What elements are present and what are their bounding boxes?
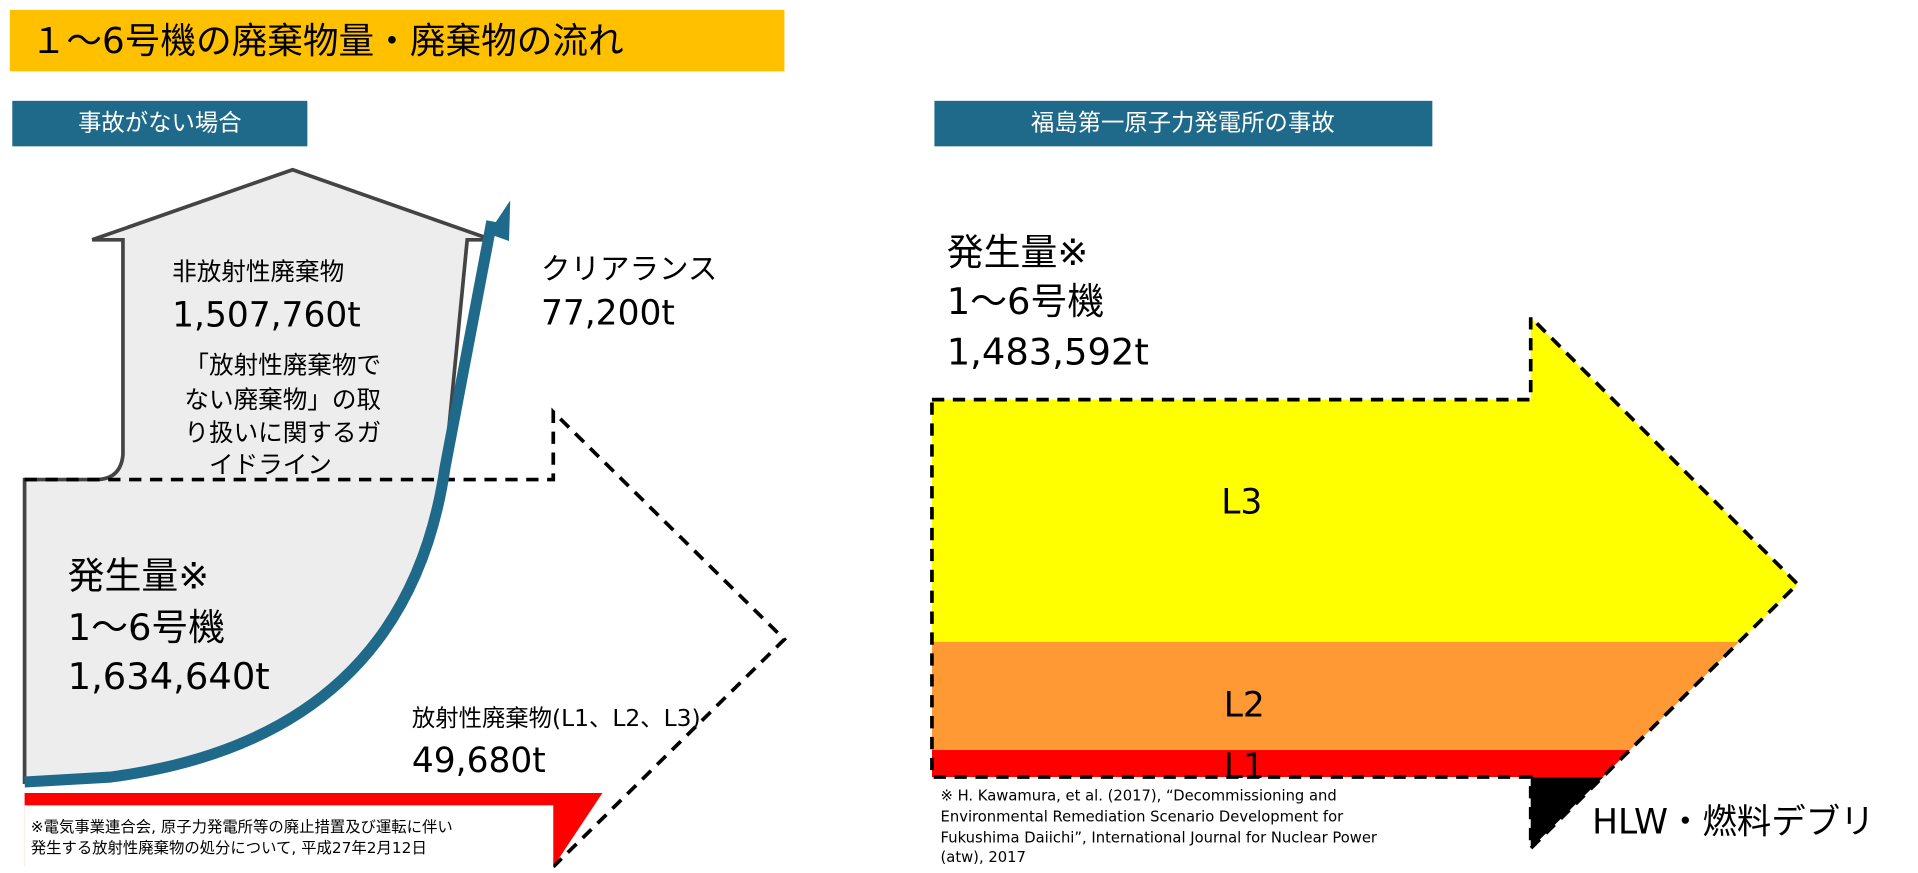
section-heading-bar (12, 100, 308, 147)
clearance-arrow (24, 220, 498, 788)
label: 放射性廃棄物(L1、L2、L3) (412, 704, 701, 732)
amount: 77,200t (541, 293, 675, 333)
guideline: 「放射性廃棄物で (184, 350, 381, 379)
waste-flow-outline (24, 407, 788, 869)
note: 発生する放射性廃棄物の処分について, 平成27年2月12日 (31, 839, 427, 857)
amount: 1,507,760t (172, 296, 361, 336)
section-heading: 福島第一原子力発電所の事故 (1031, 109, 1335, 137)
guideline: イドライン (209, 450, 332, 479)
section-heading: 事故がない場合 (78, 109, 242, 137)
note: (atw), 2017 (941, 849, 1026, 866)
label: 発生量※ (947, 231, 1089, 274)
note-box (24, 805, 554, 870)
label: 1～6号機 (947, 280, 1105, 323)
title: １～6号機の廃棄物量・廃棄物の流れ (31, 21, 624, 62)
title-bar (9, 9, 785, 72)
label: クリアランス (541, 252, 717, 286)
note: Fukushima Daiichi”, International Journa… (941, 830, 1378, 847)
level-label: L3 (1221, 483, 1262, 523)
label: 非放射性廃棄物 (172, 257, 344, 286)
guideline: ない廃棄物」の取 (184, 385, 381, 414)
note: Environmental Remediation Scenario Devel… (941, 809, 1345, 826)
amount: 1,483,592t (947, 331, 1149, 374)
amount: 1,634,640t (68, 655, 270, 698)
level-label: L1 (1224, 747, 1265, 787)
waste-flow-outline (930, 312, 1801, 853)
amount: 49,680t (412, 741, 546, 781)
note: ※ H. Kawamura, et al. (2017), “Decommiss… (941, 788, 1337, 805)
label: 発生量※ (68, 554, 210, 597)
level-label: L2 (1224, 685, 1265, 725)
label: 1～6号機 (68, 606, 226, 649)
guideline: り扱いに関するガ (184, 418, 381, 447)
label: HLW・燃料デブリ (1592, 802, 1874, 842)
l1-band (931, 750, 1798, 778)
section-heading-bar (934, 100, 1433, 147)
note: ※電気事業連合会, 原子力発電所等の廃止措置及び運転に伴い (31, 818, 453, 836)
clearance-arrowhead (488, 200, 511, 242)
